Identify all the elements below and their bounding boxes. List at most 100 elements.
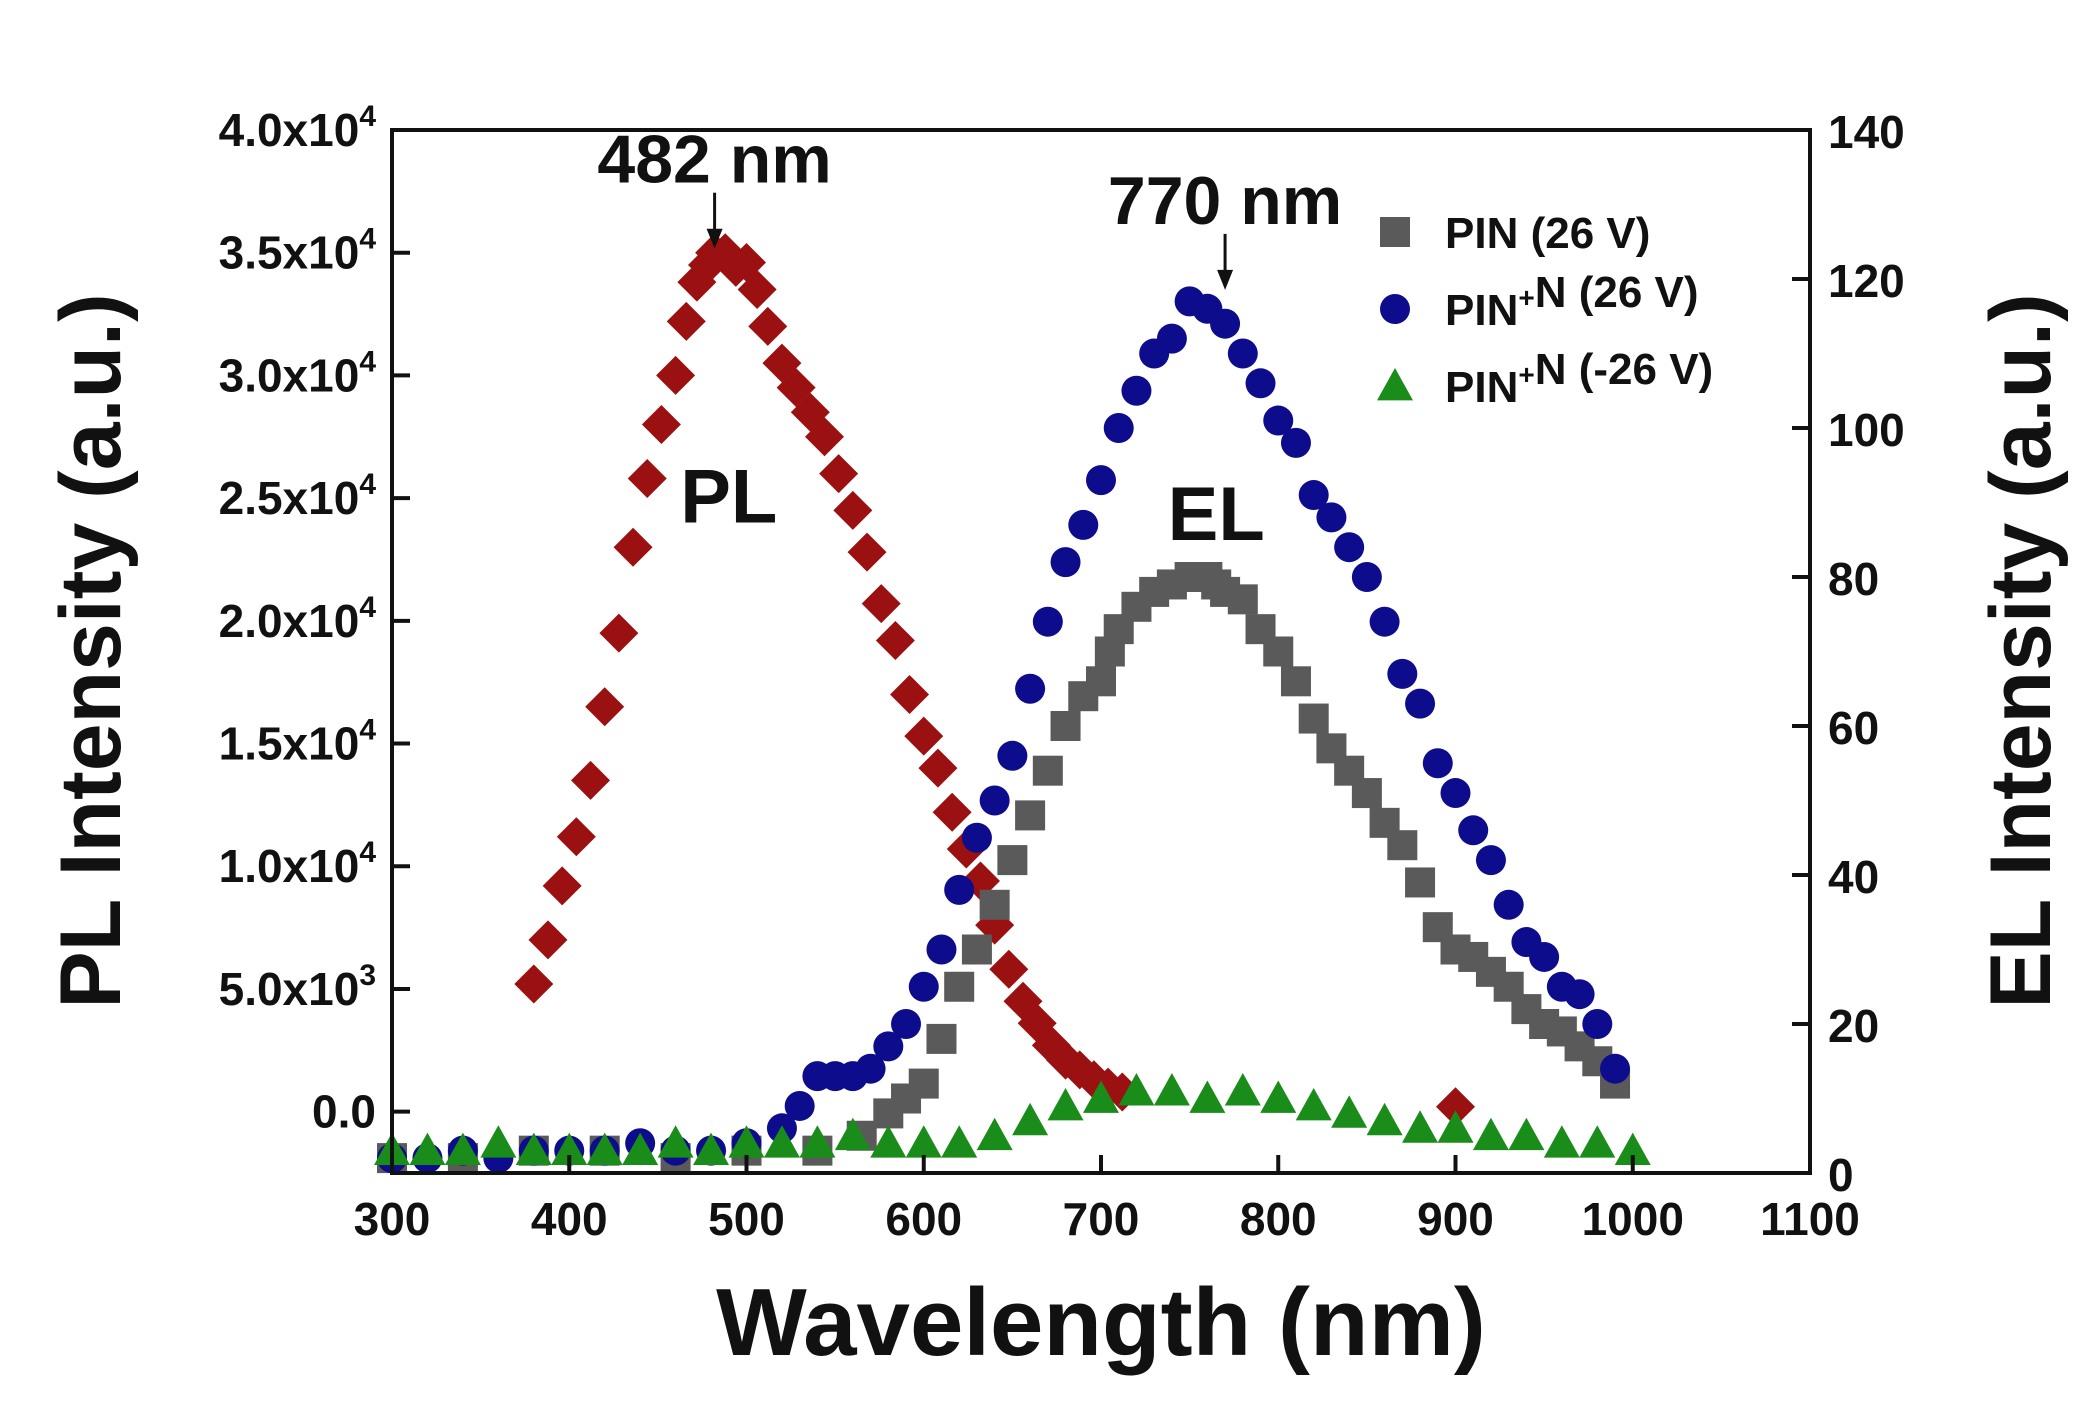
left-axis-title: PL Intensity (a.u.): [43, 293, 139, 1008]
pinpn_26v-point: [1032, 606, 1063, 637]
right-axis-title: EL Intensity (a.u.): [1973, 293, 2069, 1008]
pinpn_m26v-point: [1224, 1073, 1261, 1106]
legend-label: PIN+N (26 V): [1445, 268, 1699, 335]
series-pl: [514, 233, 1475, 1127]
pl-point: [989, 949, 1029, 989]
pin_26v-point: [1351, 778, 1382, 809]
pinpn_26v-point: [1369, 606, 1400, 637]
curve-label: PL: [680, 455, 777, 540]
peak-annotation: 770 nm: [1108, 163, 1342, 290]
x-tick-label: 700: [1063, 1193, 1140, 1245]
pl-point: [861, 584, 901, 624]
pl-point: [748, 306, 788, 346]
right-tick-label: 100: [1828, 404, 1905, 456]
pl-point: [847, 532, 887, 572]
pinpn_26v-point: [1210, 308, 1241, 339]
x-tick-label: 1000: [1582, 1193, 1684, 1245]
pinpn_m26v-point: [1295, 1087, 1332, 1121]
pinpn_m26v-point: [1437, 1110, 1474, 1143]
pl-point: [656, 355, 696, 395]
pl-point: [556, 817, 596, 857]
pinpn_26v-point: [1458, 815, 1489, 846]
pinpn_26v-point: [891, 1009, 922, 1039]
pinpn_26v-point: [1227, 338, 1258, 369]
pinpn_26v-point: [1050, 547, 1081, 578]
pl-point: [585, 687, 625, 727]
pl-point: [542, 866, 582, 906]
pin_26v-point: [1227, 584, 1258, 615]
pin_26v-point: [908, 1068, 939, 1099]
pinpn_m26v-point: [1508, 1117, 1545, 1151]
pinpn_26v-point: [1440, 778, 1471, 809]
pin_26v-point: [1263, 636, 1294, 667]
annotation-arrow-head: [706, 228, 723, 249]
pinpn_m26v-point: [1189, 1080, 1226, 1113]
pinpn_26v-point: [1564, 979, 1595, 1010]
pinpn_m26v-point: [1614, 1132, 1651, 1166]
pl-point: [737, 270, 777, 310]
pinpn_m26v-point: [515, 1132, 552, 1166]
pl-point: [904, 716, 944, 756]
pinpn_26v-point: [997, 740, 1028, 771]
pl-point: [875, 620, 915, 660]
pinpn_26v-point: [1493, 889, 1524, 920]
pinpn_m26v-point: [1118, 1073, 1155, 1106]
right-tick-label: 140: [1828, 106, 1905, 158]
x-tick-label: 300: [354, 1193, 431, 1245]
pinpn_m26v-point: [728, 1125, 765, 1158]
pl-point: [890, 674, 930, 714]
left-tick-label: 5.0x103: [219, 959, 376, 1015]
pinpn_26v-point: [873, 1031, 904, 1062]
pinpn_m26v-point: [1083, 1080, 1119, 1113]
pl-point: [833, 490, 873, 530]
pin_26v-point: [997, 845, 1028, 876]
pinpn_m26v-point: [941, 1125, 978, 1158]
pinpn_m26v-point: [1366, 1102, 1403, 1136]
legend-label: PIN (26 V): [1445, 209, 1650, 258]
legend-entry: PIN (26 V): [1380, 209, 1650, 258]
pinpn_m26v-point: [1047, 1087, 1084, 1121]
right-tick-label: 20: [1828, 1000, 1879, 1052]
right-tick-label: 0: [1828, 1149, 1854, 1201]
pl-point: [571, 760, 611, 800]
x-tick-label: 900: [1417, 1193, 1494, 1245]
legend-entry: PIN+N (26 V): [1380, 268, 1699, 335]
x-tick-label: 400: [531, 1193, 608, 1245]
pinpn_26v-point: [1475, 845, 1506, 876]
left-tick-label: 2.0x104: [219, 591, 377, 647]
pinpn_m26v-point: [480, 1125, 517, 1158]
pin_26v-point: [1280, 666, 1311, 697]
pinpn_26v-point: [961, 822, 992, 853]
pinpn_26v-point: [784, 1090, 815, 1121]
pin_26v-point: [1086, 666, 1116, 697]
pl-point: [514, 964, 554, 1004]
right-tick-label: 40: [1828, 851, 1879, 903]
series-pinpn_m26v: [374, 1073, 1651, 1166]
annotations: 482 nm 770 nm PL EL: [597, 122, 1342, 557]
pin_26v-point: [1050, 711, 1081, 741]
legend-marker: [1377, 368, 1413, 401]
pin_26v-point: [1405, 867, 1436, 898]
pin_26v-point: [1387, 830, 1418, 861]
pinpn_26v-point: [855, 1053, 886, 1084]
right-tick-label: 80: [1828, 553, 1879, 605]
legend-label: PIN+N (-26 V): [1445, 345, 1713, 412]
pinpn_26v-point: [1068, 509, 1099, 540]
pl-point: [599, 613, 639, 653]
pinpn_26v-point: [1316, 502, 1347, 533]
pin_26v-point: [979, 889, 1010, 920]
pinpn_26v-point: [1422, 748, 1453, 779]
pin_26v-point: [1298, 703, 1329, 734]
series-pin_26v: [377, 562, 1631, 1174]
pl-point: [804, 417, 844, 457]
pinpn_26v-point: [1387, 658, 1418, 689]
legend-marker: [1380, 217, 1410, 247]
annotation-label: 770 nm: [1108, 163, 1342, 239]
pinpn_26v-point: [1529, 941, 1560, 972]
pl-point: [819, 454, 859, 494]
pinpn_26v-point: [1334, 532, 1365, 563]
pl-point: [932, 792, 972, 832]
pl-point: [528, 920, 568, 960]
pin_26v-point: [961, 934, 992, 965]
